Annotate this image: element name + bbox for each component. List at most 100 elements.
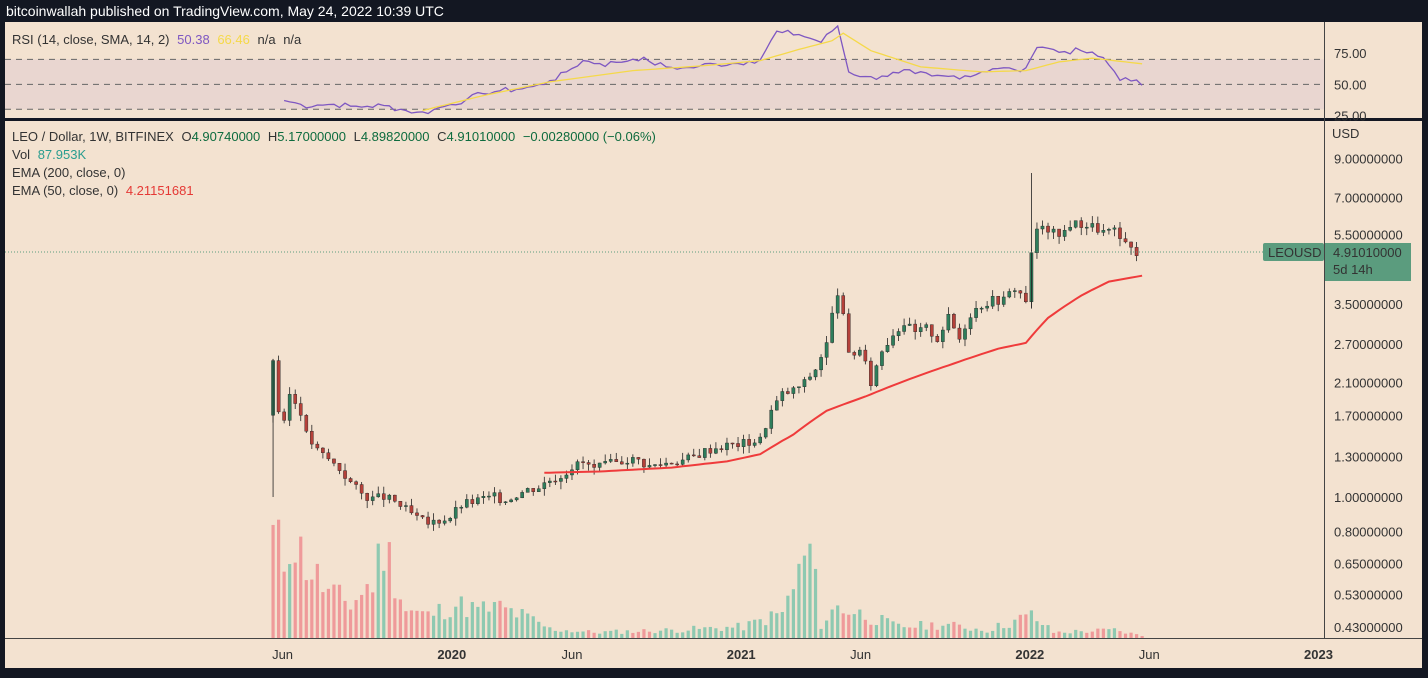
candle-body <box>913 323 917 332</box>
volume-bar <box>885 618 890 638</box>
volume-bar <box>924 629 928 638</box>
volume-bar <box>714 628 718 638</box>
volume-bar <box>658 630 663 638</box>
volume-label: Vol <box>12 147 31 162</box>
volume-bar <box>299 536 303 638</box>
candle-body <box>885 345 890 352</box>
volume-bar <box>930 622 934 638</box>
candle-body <box>907 323 912 326</box>
candle-body <box>420 515 425 518</box>
candle-body <box>614 459 619 462</box>
price-tick-label-3: 3.50000000 <box>1334 297 1403 312</box>
price-tick-label-5: 2.10000000 <box>1334 376 1403 391</box>
volume-bar <box>1074 629 1078 638</box>
volume-bar <box>1079 631 1083 638</box>
candle-body <box>1118 227 1122 239</box>
candle-body <box>636 457 641 460</box>
candle-body <box>1073 220 1078 228</box>
candle-body <box>653 464 657 466</box>
volume-bar <box>1096 628 1100 638</box>
candle-body <box>1129 241 1133 248</box>
candle-body <box>370 496 375 501</box>
volume-bar <box>791 589 795 638</box>
volume-bar <box>360 594 364 638</box>
volume-bar <box>1140 636 1144 638</box>
volume-bar <box>1090 631 1094 638</box>
volume-bar <box>431 615 436 638</box>
volume-bar <box>985 632 989 638</box>
volume-bar <box>1051 632 1056 638</box>
volume-bar <box>880 614 884 638</box>
volume-bar <box>664 628 668 638</box>
main-pane[interactable] <box>5 121 1422 638</box>
volume-bar <box>730 627 735 638</box>
candle-body <box>503 501 508 504</box>
volume-bar <box>974 628 978 638</box>
volume-bar <box>996 622 1000 638</box>
volume-bar <box>963 628 967 638</box>
volume-bar <box>653 633 657 638</box>
rsi-legend-label: RSI (14, close, SMA, 14, 2) <box>12 32 170 47</box>
candle-body <box>880 351 884 366</box>
volume-bar <box>470 602 474 638</box>
candle-body <box>841 295 846 314</box>
volume-bar <box>780 612 784 638</box>
volume-bar <box>719 630 724 638</box>
main-legend[interactable]: LEO / Dollar, 1W, BITFINEX O4.90740000 H… <box>12 129 660 144</box>
volume-bar <box>819 628 823 638</box>
candle-body <box>996 296 1001 305</box>
ema200-legend[interactable]: EMA (200, close, 0) <box>12 165 129 180</box>
candle-body <box>642 458 646 468</box>
candle-body <box>282 411 286 421</box>
candle-body <box>476 497 480 504</box>
volume-bar <box>537 621 541 638</box>
time-tick-label-5: 2022 <box>1015 647 1044 662</box>
volume-bar <box>631 632 635 638</box>
ema50-legend[interactable]: EMA (50, close, 0) 4.21151681 <box>12 183 198 198</box>
candle-body <box>1062 230 1067 237</box>
volume-bar <box>692 625 696 638</box>
candle-body <box>348 478 353 482</box>
volume-bar <box>1002 628 1006 638</box>
volume-bar <box>913 627 917 638</box>
time-axis-pane[interactable] <box>5 639 1422 668</box>
candle-body <box>310 431 314 445</box>
volume-bar <box>830 609 834 638</box>
candle-body <box>398 501 403 507</box>
volume-bar <box>614 629 618 638</box>
candle-body <box>1040 225 1045 230</box>
price-tick-label-2: 5.50000000 <box>1334 228 1403 243</box>
candle-body <box>896 331 901 337</box>
candle-body <box>686 454 691 461</box>
volume-bar <box>492 602 497 638</box>
volume-bar <box>675 632 679 638</box>
candle-body <box>415 512 419 516</box>
rsi-legend[interactable]: RSI (14, close, SMA, 14, 2) 50.38 66.46 … <box>12 32 305 47</box>
candle-body <box>664 462 668 466</box>
volume-bar <box>1057 631 1061 638</box>
time-tick-label-1: 2020 <box>437 647 466 662</box>
price-badge[interactable] <box>1325 243 1411 282</box>
volume-bar <box>570 632 574 638</box>
candle-body <box>581 461 585 463</box>
volume-bar <box>1112 628 1117 638</box>
ema200-label: EMA (200, close, 0) <box>12 165 126 180</box>
time-tick-label-2: Jun <box>561 647 582 662</box>
volume-bar <box>409 610 414 638</box>
candle-body <box>498 492 502 503</box>
volume-bar <box>957 624 962 638</box>
volume-bar <box>736 622 740 638</box>
price-tick-label-12: 0.43000000 <box>1334 620 1403 635</box>
price-axis-unit: USD <box>1332 126 1359 141</box>
volume-bar <box>304 580 308 638</box>
volume-bar <box>979 630 984 638</box>
candle-body <box>747 439 751 446</box>
volume-bar <box>836 605 840 638</box>
rsi-tick-label-1: 50.00 <box>1334 77 1367 92</box>
price-tick-label-4: 2.70000000 <box>1334 337 1403 352</box>
volume-bar <box>647 631 652 638</box>
volume-legend[interactable]: Vol 87.953K <box>12 147 90 162</box>
rsi-band <box>5 59 1324 110</box>
symbol-badge[interactable] <box>1263 243 1324 262</box>
